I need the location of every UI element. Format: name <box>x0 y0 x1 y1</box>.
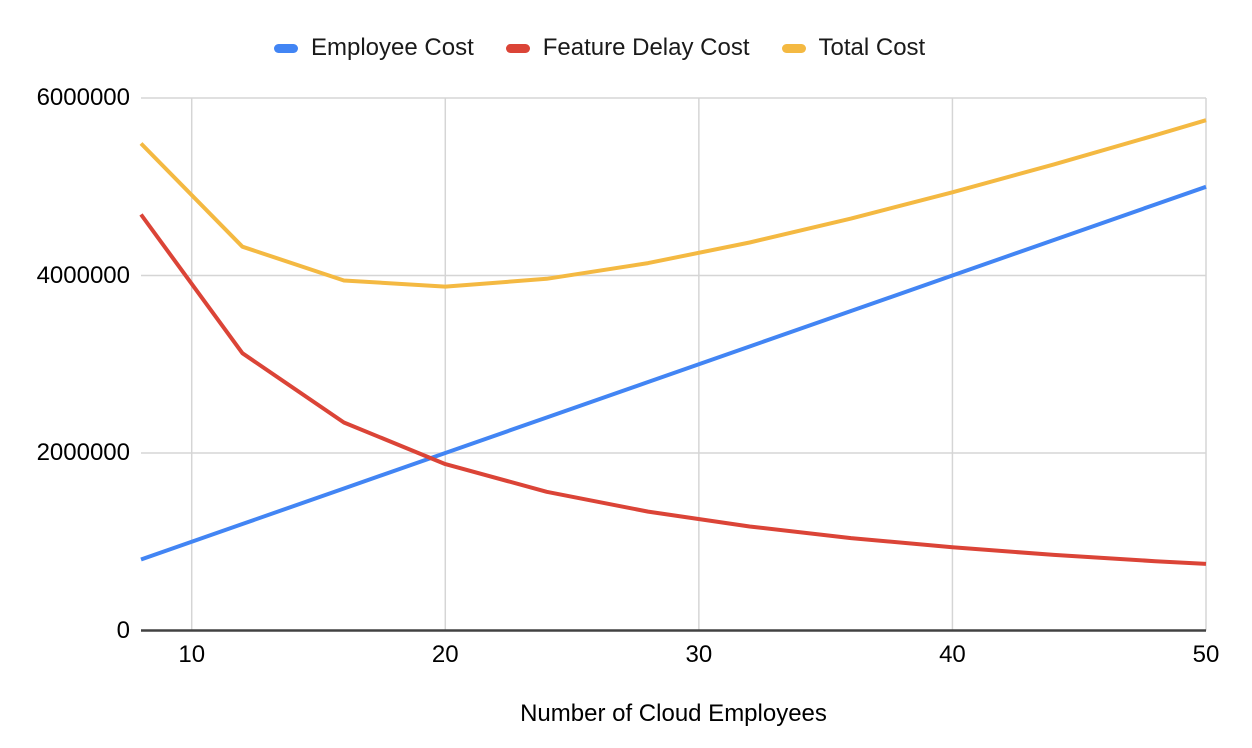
legend-label-feature-delay-cost: Feature Delay Cost <box>542 34 750 61</box>
legend-item-total-cost[interactable]: Total Cost <box>781 34 926 62</box>
series-line-feature-delay-cost[interactable] <box>139 213 1207 566</box>
x-tick-label: 40 <box>939 641 966 668</box>
x-tick-label: 10 <box>178 641 206 668</box>
x-axis-title: Number of Cloud Employees <box>520 700 827 727</box>
x-tick-label: 30 <box>685 641 713 668</box>
y-tick-label: 0 <box>116 616 130 644</box>
legend-label-employee-cost: Employee Cost <box>311 34 474 61</box>
y-tick-label: 4000000 <box>36 261 130 289</box>
legend-item-feature-delay-cost[interactable]: Feature Delay Cost <box>505 34 750 62</box>
y-tick-label: 6000000 <box>36 84 130 111</box>
legend-label-total-cost: Total Cost <box>818 34 926 61</box>
series-line-total-cost[interactable] <box>139 118 1207 289</box>
feature-delay-cost-swatch-icon <box>505 43 530 53</box>
total-cost-swatch-icon <box>781 43 806 53</box>
employee-cost-swatch-icon <box>274 43 298 53</box>
chart-legend: Employee Cost Feature Delay Cost Total C… <box>274 34 925 62</box>
legend-item-employee-cost[interactable]: Employee Cost <box>274 34 474 62</box>
x-tick-label: 50 <box>1192 641 1220 668</box>
x-tick-label: 20 <box>431 641 459 668</box>
series-line-employee-cost[interactable] <box>140 184 1207 562</box>
y-tick-label: 2000000 <box>36 439 130 466</box>
